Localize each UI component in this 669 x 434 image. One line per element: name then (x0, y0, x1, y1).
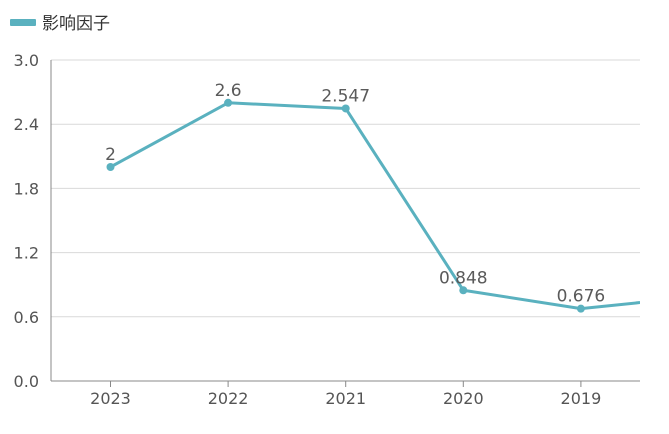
x-tick-label: 2022 (208, 389, 249, 408)
y-tick-label: 0.6 (14, 308, 39, 327)
y-tick-label: 3.0 (14, 51, 39, 70)
data-point (224, 98, 233, 107)
y-tick-label: 0.0 (14, 372, 39, 391)
x-tick-label: 2021 (325, 389, 366, 408)
data-label: 2.6 (215, 81, 242, 101)
data-labels: 2 2.6 2.547 0.848 0.676 (105, 81, 605, 307)
legend[interactable]: 影响因子 (10, 14, 110, 34)
x-tick-label: 2023 (90, 389, 131, 408)
series-impact-factor (106, 98, 640, 313)
data-label: 0.848 (439, 268, 488, 288)
y-tick-label: 1.8 (14, 179, 39, 198)
data-point (341, 104, 350, 113)
data-point (106, 163, 115, 171)
data-label: 2.547 (321, 86, 370, 106)
x-tick-label: 2019 (561, 389, 602, 408)
y-axis: 0.0 0.6 1.2 1.8 2.4 3.0 (14, 51, 52, 391)
y-tick-label: 2.4 (14, 115, 39, 134)
data-point (576, 304, 585, 313)
legend-swatch (10, 19, 36, 26)
data-point (459, 286, 468, 295)
legend-label: 影响因子 (42, 14, 110, 34)
gridlines (51, 59, 640, 318)
x-axis: 2023 2022 2021 2020 2019 (51, 380, 640, 408)
y-tick-label: 1.2 (14, 244, 39, 263)
data-label: 0.676 (557, 287, 606, 307)
x-tick-label: 2020 (443, 389, 484, 408)
series-line (109, 101, 640, 311)
data-label: 2 (105, 145, 116, 165)
